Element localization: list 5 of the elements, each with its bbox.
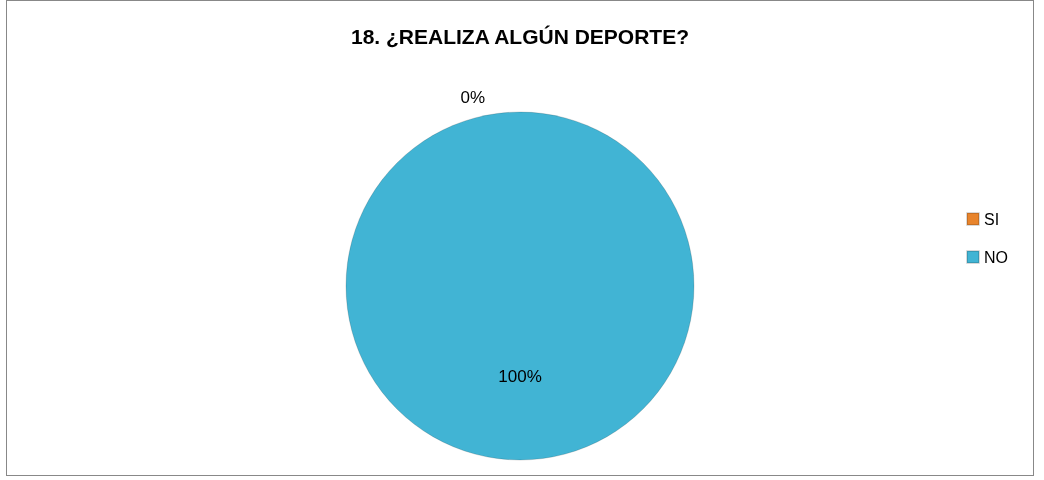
text: 0% (460, 87, 485, 107)
data-label: 100% (498, 366, 542, 386)
legend-label: NO (984, 248, 1008, 266)
legend-label: SI (984, 210, 1000, 228)
chart-title: 18. ¿REALIZA ALGÚN DEPORTE? (351, 25, 689, 48)
